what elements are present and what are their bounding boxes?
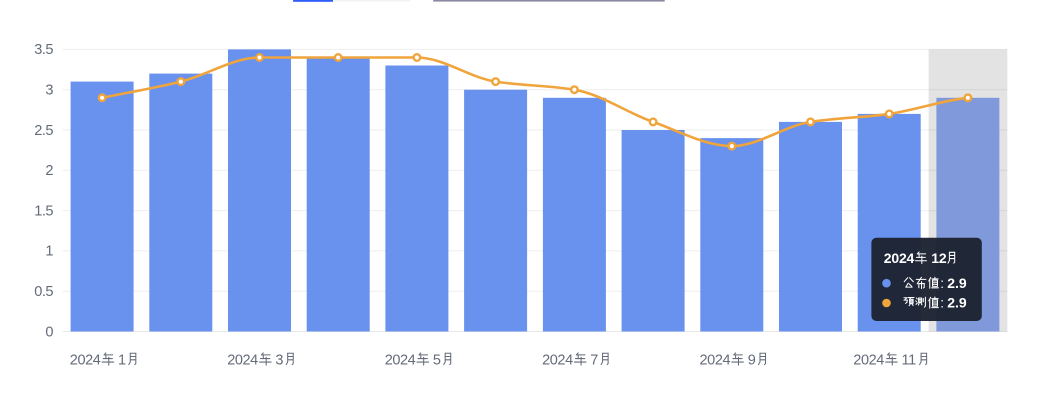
svg-text:2024: 2024 [542,352,573,368]
svg-text:3: 3 [45,83,53,99]
svg-text:2: 2 [45,163,53,179]
svg-text:1: 1 [45,244,53,260]
svg-text:2.9: 2.9 [947,295,967,311]
svg-text:5: 5 [433,352,441,368]
svg-text:2024: 2024 [227,352,258,368]
svg-text:1: 1 [118,352,126,368]
svg-text:2.9: 2.9 [947,275,967,291]
svg-text:0: 0 [45,324,53,340]
svg-text::: : [940,276,944,291]
svg-text:1.5: 1.5 [34,203,53,219]
svg-text:3.5: 3.5 [34,42,53,58]
svg-text:2024: 2024 [70,352,101,368]
svg-text:2.5: 2.5 [34,123,53,139]
svg-text:3: 3 [275,352,283,368]
svg-text:12: 12 [931,250,947,266]
svg-text::: : [940,296,944,311]
svg-text:7: 7 [590,352,598,368]
svg-text:11: 11 [902,352,917,368]
svg-text:9: 9 [748,352,756,368]
svg-text:2024: 2024 [884,250,915,266]
svg-text:2024: 2024 [385,352,416,368]
svg-text:0.5: 0.5 [34,284,53,300]
svg-text:2024: 2024 [700,352,731,368]
svg-text:2024: 2024 [853,352,884,368]
